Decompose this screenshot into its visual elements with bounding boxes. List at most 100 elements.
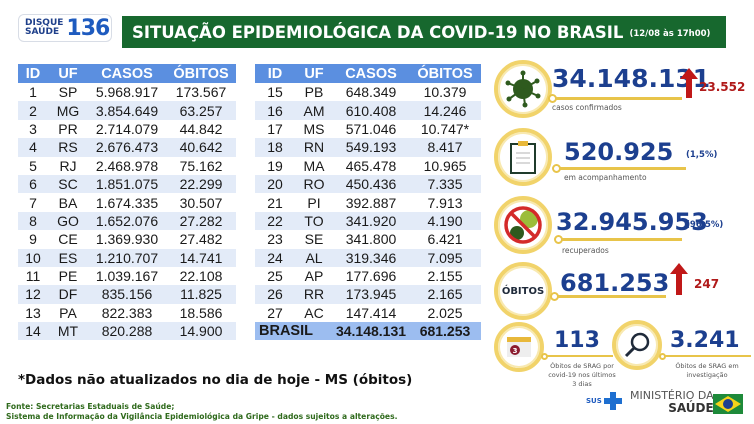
cell-id: 2: [18, 101, 48, 120]
table-row: 1 SP 5.968.917 173.567: [18, 83, 236, 101]
cell-casos: 173.945: [333, 285, 409, 304]
cell-casos: 5.968.917: [95, 84, 159, 101]
cell-casos: 822.383: [101, 304, 153, 321]
cell-id: 4: [18, 138, 48, 157]
table-row: 4 RS 2.676.473 40.642: [18, 138, 236, 157]
cell-casos: 450.436: [333, 174, 409, 194]
calendar-icon: 3: [507, 337, 531, 357]
cell-uf: SE: [304, 231, 324, 248]
cell-obitos: 10.747*: [420, 120, 470, 137]
total-obitos: 681.253: [409, 322, 481, 341]
cell-casos: 2.676.473: [88, 138, 166, 157]
brazil-flag-icon: [713, 394, 743, 414]
monitoring-pct: (1,5%): [686, 150, 718, 160]
cell-casos: 1.851.075: [88, 174, 166, 194]
cell-id: 13: [25, 304, 41, 321]
calendar-day: 3: [513, 347, 518, 355]
cell-uf: PR: [58, 120, 78, 137]
cell-obitos: 44.842: [179, 120, 223, 137]
logo-line2: SAÚDE: [25, 27, 60, 37]
arrow-up-icon: [670, 263, 688, 295]
cell-id: 22: [255, 211, 295, 231]
cell-uf: CE: [58, 231, 78, 248]
cell-id: 10: [18, 248, 48, 267]
cell-obitos: 7.095: [409, 248, 481, 267]
header-obitos: ÓBITOS: [409, 64, 481, 83]
underline: [547, 355, 613, 357]
table-row: 19 MA 465.478 10.965: [255, 157, 481, 175]
cell-obitos: 2.165: [409, 285, 481, 304]
total-casos: 34.148.131: [333, 322, 409, 341]
footnote: *Dados não atualizados no dia de hoje - …: [18, 372, 413, 388]
cell-id: 1: [29, 84, 37, 101]
cell-casos: 648.349: [345, 84, 397, 101]
table-row: 12 DF 835.156 11.825: [18, 285, 236, 304]
cell-id: 16: [255, 101, 295, 120]
table-header-row: ID UF CASOS ÓBITOS: [255, 64, 481, 83]
page-title: SITUAÇÃO EPIDEMIOLÓGICA DA COVID-19 NO B…: [132, 22, 624, 42]
cell-casos: 3.854.649: [88, 101, 166, 120]
table-header-row: ID UF CASOS ÓBITOS: [18, 64, 236, 83]
cell-casos: 549.193: [333, 138, 409, 157]
cell-uf: PA: [59, 304, 77, 321]
table-row: 21 PI 392.887 7.913: [255, 193, 481, 211]
table-row: 11 PE 1.039.167 22.108: [18, 267, 236, 285]
cell-id: 9: [29, 231, 37, 248]
virus-icon-circle: [494, 60, 552, 118]
confirmed-label: casos confirmados: [552, 103, 622, 112]
cell-id: 6: [18, 174, 48, 194]
deaths-delta: 247: [694, 277, 720, 291]
clipboard-icon-circle: [494, 128, 552, 186]
cell-obitos: 18.586: [179, 304, 223, 321]
cell-id: 14: [18, 322, 48, 341]
table-row: 15 PB 648.349 10.379: [255, 83, 481, 101]
cell-casos: 571.046: [345, 120, 397, 137]
underline: [562, 238, 682, 241]
sus-cross-icon: [603, 392, 622, 410]
cell-id: 15: [267, 84, 283, 101]
confirmed-delta: 23.552: [699, 80, 746, 94]
header-obitos: ÓBITOS: [166, 64, 236, 83]
total-label: BRASIL: [255, 322, 333, 341]
cell-id: 21: [267, 194, 283, 211]
cell-uf: RS: [48, 138, 88, 157]
cell-uf: AC: [304, 304, 324, 321]
cell-casos: 2.714.079: [95, 120, 159, 137]
underline: [556, 97, 682, 100]
logo-text: DISQUE SAÚDE: [25, 19, 63, 37]
cell-casos: 1.674.335: [95, 194, 159, 211]
table-row: 3 PR 2.714.079 44.842: [18, 120, 236, 138]
cell-uf: PE: [58, 268, 78, 285]
cell-obitos: 8.417: [409, 138, 481, 157]
table-row: 27 AC 147.414 2.025: [255, 304, 481, 322]
table-row: 7 BA 1.674.335 30.507: [18, 193, 236, 211]
states-table-right: ID UF CASOS ÓBITOS 15 PB 648.349 10.379 16 AM…: [255, 64, 481, 341]
cell-casos: 177.696: [345, 268, 397, 285]
label-line1: Óbitos de SRAG por: [550, 362, 614, 370]
cell-casos: 1.652.076: [88, 211, 166, 231]
table-row: 9 CE 1.369.930 27.482: [18, 230, 236, 248]
cell-obitos: 75.162: [179, 157, 223, 174]
deaths-badge: ÓBITOS: [501, 285, 545, 297]
cell-obitos: 40.642: [166, 138, 236, 157]
disque-saude-136-logo: DISQUE SAÚDE 136: [18, 14, 112, 42]
clipboard-icon: [510, 141, 536, 174]
cell-uf: BA: [58, 194, 78, 211]
logo-number: 136: [66, 15, 110, 41]
table-row: 2 MG 3.854.649 63.257: [18, 101, 236, 120]
cell-casos: 610.408: [333, 101, 409, 120]
cell-uf: AP: [304, 268, 324, 285]
cell-id: 25: [267, 268, 283, 285]
cell-obitos: 22.299: [166, 174, 236, 194]
cell-uf: RN: [295, 138, 333, 157]
cell-uf: SC: [48, 174, 88, 194]
srag-investigation-value: 3.241: [670, 328, 740, 353]
cell-uf: DF: [48, 285, 88, 304]
header-uf: UF: [48, 64, 88, 83]
cell-obitos: 14.246: [409, 101, 481, 120]
header-id: ID: [255, 64, 295, 83]
cell-obitos: 10.965: [423, 157, 467, 174]
cell-id: 8: [18, 211, 48, 231]
table-row: 25 AP 177.696 2.155: [255, 267, 481, 285]
header-casos: CASOS: [333, 64, 409, 83]
